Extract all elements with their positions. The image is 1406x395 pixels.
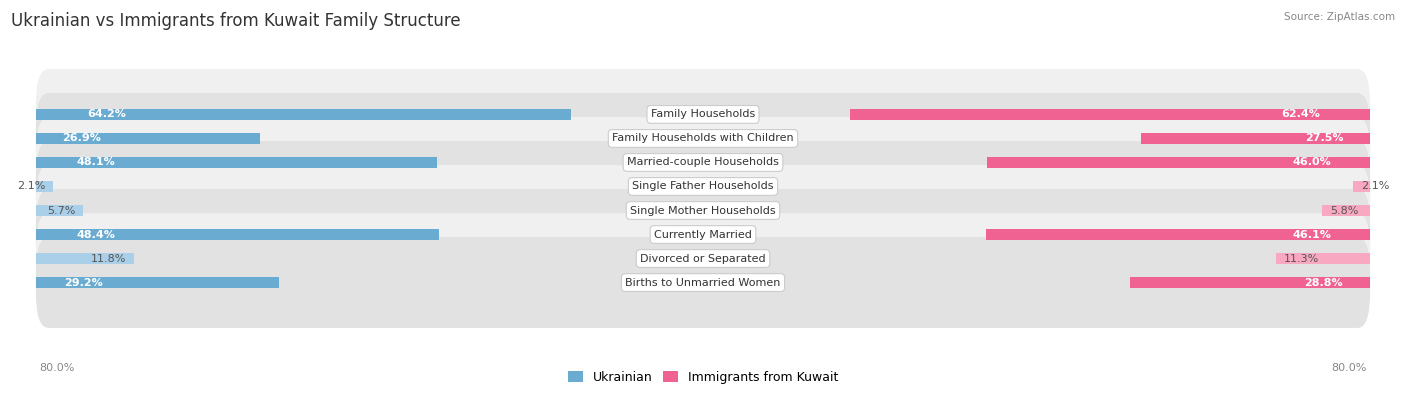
Text: 48.4%: 48.4% [76, 229, 115, 239]
Bar [1130, 277, 1369, 288]
Text: 5.7%: 5.7% [46, 205, 75, 216]
Bar [37, 109, 571, 120]
Bar [1140, 133, 1369, 144]
Text: Married-couple Households: Married-couple Households [627, 158, 779, 167]
Text: 11.3%: 11.3% [1284, 254, 1319, 263]
Text: Single Father Households: Single Father Households [633, 181, 773, 192]
Bar [37, 133, 260, 144]
Text: Family Households: Family Households [651, 109, 755, 119]
Text: Births to Unmarried Women: Births to Unmarried Women [626, 278, 780, 288]
FancyBboxPatch shape [37, 189, 1369, 280]
Text: 5.8%: 5.8% [1330, 205, 1358, 216]
Bar [37, 277, 280, 288]
Text: 26.9%: 26.9% [62, 134, 101, 143]
Text: 29.2%: 29.2% [63, 278, 103, 288]
Bar [986, 229, 1369, 240]
Text: 27.5%: 27.5% [1305, 134, 1343, 143]
Text: Family Households with Children: Family Households with Children [612, 134, 794, 143]
FancyBboxPatch shape [37, 213, 1369, 304]
FancyBboxPatch shape [37, 93, 1369, 184]
Bar [1275, 253, 1369, 264]
Text: 28.8%: 28.8% [1303, 278, 1343, 288]
Bar [37, 205, 83, 216]
Text: Divorced or Separated: Divorced or Separated [640, 254, 766, 263]
FancyBboxPatch shape [37, 237, 1369, 328]
Bar [37, 181, 53, 192]
Text: 62.4%: 62.4% [1281, 109, 1320, 119]
Bar [1322, 205, 1369, 216]
Text: 2.1%: 2.1% [17, 181, 45, 192]
FancyBboxPatch shape [37, 117, 1369, 208]
Text: Source: ZipAtlas.com: Source: ZipAtlas.com [1284, 12, 1395, 22]
Text: 48.1%: 48.1% [76, 158, 115, 167]
Text: 46.1%: 46.1% [1292, 229, 1331, 239]
Text: 80.0%: 80.0% [1331, 363, 1367, 373]
Bar [37, 157, 437, 168]
FancyBboxPatch shape [37, 69, 1369, 160]
FancyBboxPatch shape [37, 141, 1369, 232]
Legend: Ukrainian, Immigrants from Kuwait: Ukrainian, Immigrants from Kuwait [562, 366, 844, 389]
Bar [37, 229, 440, 240]
Bar [987, 157, 1369, 168]
FancyBboxPatch shape [37, 165, 1369, 256]
Bar [849, 109, 1369, 120]
Text: 64.2%: 64.2% [87, 109, 127, 119]
Text: Ukrainian vs Immigrants from Kuwait Family Structure: Ukrainian vs Immigrants from Kuwait Fami… [11, 12, 461, 30]
Bar [37, 253, 135, 264]
Text: Single Mother Households: Single Mother Households [630, 205, 776, 216]
Text: Currently Married: Currently Married [654, 229, 752, 239]
Text: 2.1%: 2.1% [1361, 181, 1389, 192]
Text: 11.8%: 11.8% [90, 254, 127, 263]
Text: 46.0%: 46.0% [1292, 158, 1331, 167]
Text: 80.0%: 80.0% [39, 363, 75, 373]
Bar [1353, 181, 1369, 192]
